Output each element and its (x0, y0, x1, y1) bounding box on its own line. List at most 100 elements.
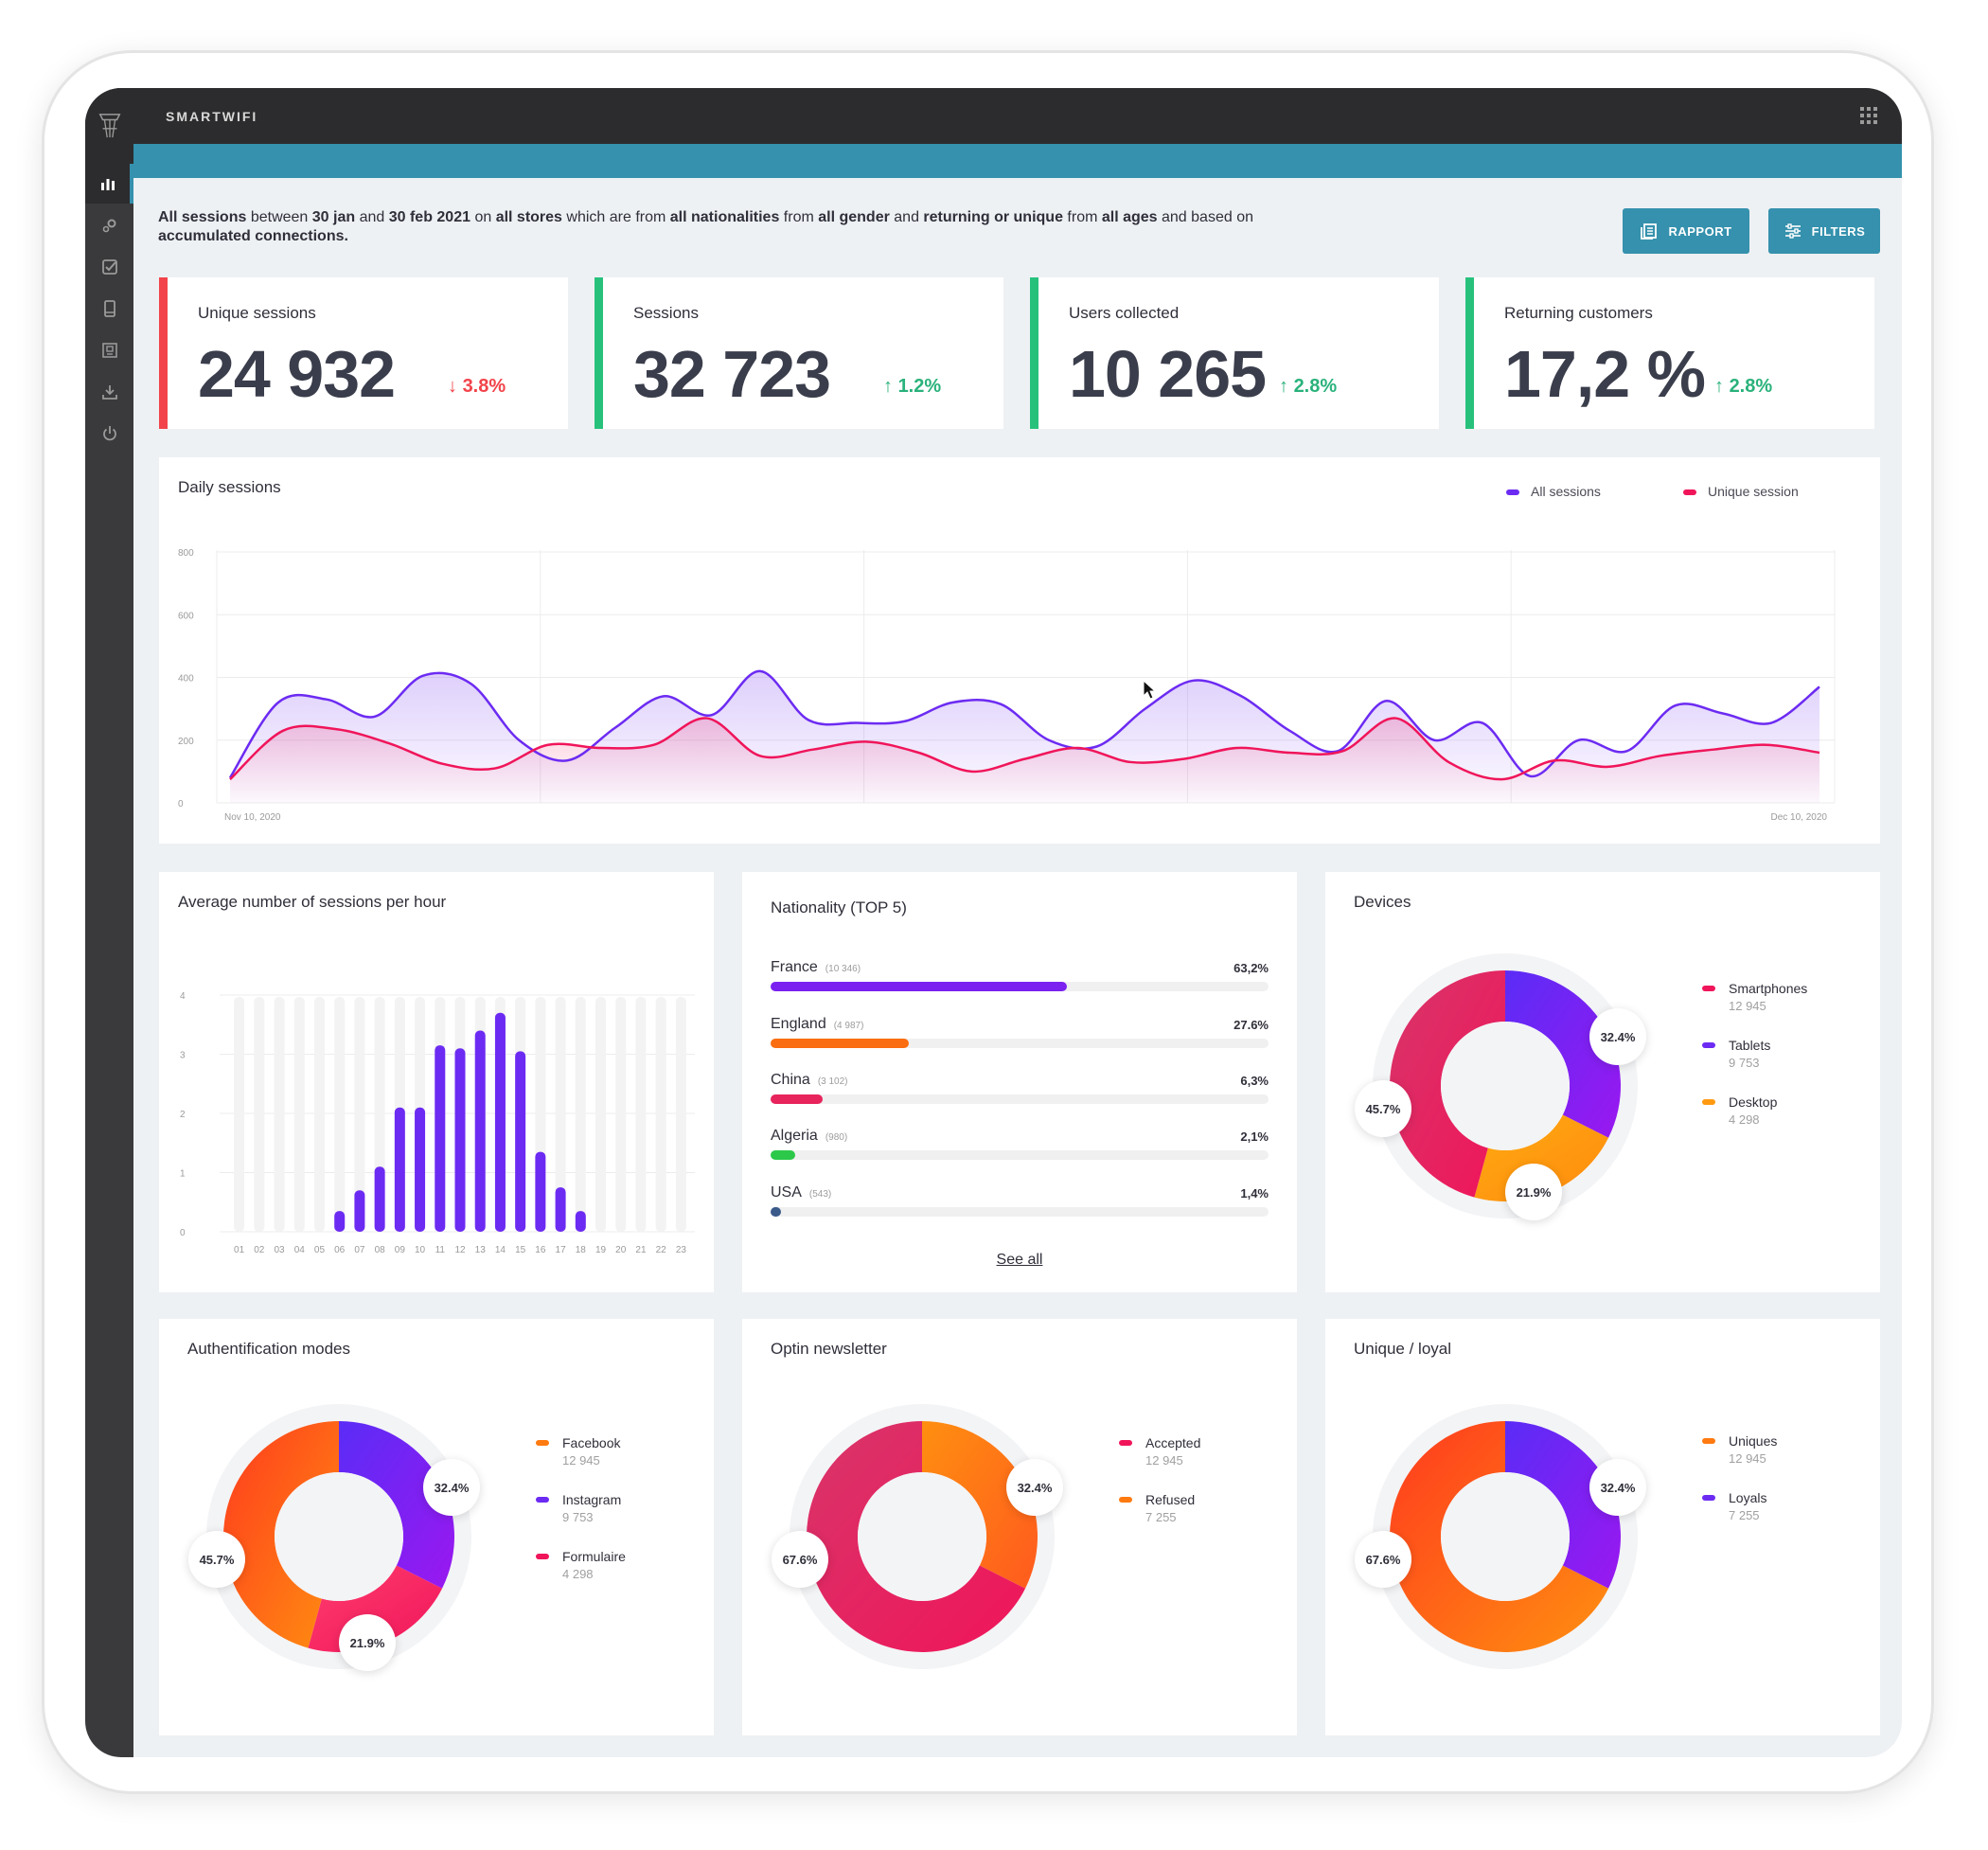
bar-background (575, 997, 586, 1232)
x-tick-label: 15 (515, 1245, 526, 1255)
arrow-up-icon: ↑ (1714, 376, 1724, 397)
legend-item: All sessions (1506, 484, 1601, 499)
donut-slice (1390, 1421, 1609, 1652)
bar (435, 1045, 446, 1232)
bar-background (234, 997, 245, 1232)
legend-item: Unique session (1683, 484, 1799, 499)
legend-swatch (1702, 1099, 1715, 1105)
legend-value: 4 298 (1729, 1112, 1760, 1127)
kpi-value: 10 265 (1069, 337, 1267, 411)
summary-part: 30 jan (311, 209, 356, 225)
x-tick-label: 02 (254, 1245, 265, 1255)
donut-slice (806, 1421, 1026, 1652)
optin-donut-chart[interactable] (780, 1395, 1064, 1679)
nationality-name: USA (771, 1184, 802, 1201)
area-unique-session (230, 718, 1819, 803)
bar (374, 1166, 385, 1232)
nationality-name: France (771, 959, 818, 975)
legend-swatch (536, 1440, 549, 1446)
kpi-card-unique-sessions: Unique sessions 24 932 ↓ 3.8% (159, 277, 568, 429)
report-icon (1641, 223, 1658, 240)
x-tick-label: 04 (294, 1245, 306, 1255)
x-tick-label: 20 (615, 1245, 627, 1255)
legend-value: 7 255 (1145, 1510, 1177, 1524)
nationality-name: England (771, 1016, 826, 1032)
kpi-value: 24 932 (198, 337, 396, 411)
unique-loyal-donut-chart[interactable] (1363, 1395, 1647, 1679)
summary-part: accumulated connections. (158, 228, 348, 244)
logo[interactable] (85, 88, 133, 164)
bar (454, 1048, 466, 1232)
filters-button[interactable]: FILTERS (1768, 208, 1880, 254)
x-tick-label: 13 (475, 1245, 487, 1255)
chart-icon (100, 179, 115, 190)
nationality-bar-track (771, 1207, 1269, 1217)
legend-item: Facebook 12 945 (536, 1434, 626, 1470)
y-tick-label: 800 (178, 548, 194, 559)
kpi-card-users-collected: Users collected 10 265 ↑ 2.8% (1030, 277, 1439, 429)
kpi-delta: ↑ 2.8% (1714, 376, 1772, 398)
bar-background (615, 997, 627, 1232)
bar (494, 1012, 506, 1232)
rapport-button[interactable]: RAPPORT (1623, 208, 1749, 254)
checkbox-icon (101, 259, 117, 275)
sidebar-item-stats[interactable] (85, 164, 133, 204)
card-title: Nationality (TOP 5) (771, 898, 907, 916)
bar-background (595, 997, 607, 1232)
auth-modes-donut-chart[interactable] (197, 1395, 481, 1679)
nationality-pct: 27.6% (1234, 1018, 1269, 1032)
devices-donut-chart[interactable] (1363, 944, 1647, 1228)
summary-part: and based on (1157, 209, 1253, 225)
sidebar-item-logout[interactable] (85, 414, 133, 454)
apps-grid-icon[interactable] (1860, 107, 1877, 124)
donut-hole (1441, 1022, 1570, 1150)
card-title: Devices (1354, 893, 1411, 911)
x-tick-label: Nov 10, 2020 (224, 812, 281, 823)
arrow-up-icon: ↑ (1279, 376, 1288, 397)
bar (555, 1187, 566, 1232)
legend-swatch (1119, 1497, 1132, 1503)
summary-part: between (246, 209, 312, 225)
sidebar-item-settings[interactable] (85, 205, 133, 245)
bar (394, 1107, 405, 1232)
bar-background (354, 997, 365, 1232)
nationality-pct: 6,3% (1240, 1074, 1269, 1088)
sidebar-item-download[interactable] (85, 372, 133, 412)
see-all-link[interactable]: See all (996, 1252, 1043, 1268)
x-tick-label: 07 (354, 1245, 365, 1255)
legend-swatch (1506, 489, 1519, 496)
donut-hole (858, 1472, 986, 1601)
y-tick-label: 0 (178, 799, 184, 809)
nationality-pct: 2,1% (1240, 1130, 1269, 1144)
mouse-cursor-icon (1143, 679, 1157, 700)
summary-part: and (889, 209, 924, 225)
donut-legend: Accepted 12 945 Refused 7 255 (1119, 1434, 1200, 1548)
summary-part: and (355, 209, 389, 225)
card-title: Daily sessions (178, 478, 281, 496)
donut-slice (1390, 970, 1505, 1198)
bar-background (334, 997, 346, 1232)
legend-item: Desktop 4 298 (1702, 1094, 1807, 1130)
sidebar-item-devices[interactable] (85, 289, 133, 329)
sidebar-item-tasks[interactable] (85, 247, 133, 287)
daily-sessions-chart[interactable]: 800 600 400 200 0 Nov 10, 2020 Dec 10, 2020 (159, 457, 1880, 844)
nationality-bar-track (771, 982, 1269, 991)
card-title: Optin newsletter (771, 1340, 887, 1358)
power-icon (102, 426, 116, 441)
legend-item: Accepted 12 945 (1119, 1434, 1200, 1470)
sidebar-item-stores[interactable] (85, 330, 133, 370)
accent-band (133, 144, 1902, 178)
nationality-row: France (10 346) 63,2% (771, 959, 1269, 991)
nationality-pct: 63,2% (1234, 961, 1269, 975)
nationality-row: China (3 102) 6,3% (771, 1072, 1269, 1104)
daily-sessions-card: Daily sessions All sessions Unique sessi… (159, 457, 1880, 844)
line-all-sessions (228, 669, 1820, 779)
nationality-count: (543) (808, 1189, 832, 1200)
legend-label: Facebook (562, 1435, 621, 1450)
app-brand: SMARTWIFI (166, 109, 258, 124)
legend-swatch (1119, 1440, 1132, 1446)
x-tick-label: 10 (415, 1245, 426, 1255)
legend-item: Loyals 7 255 (1702, 1489, 1777, 1525)
legend-item: Tablets 9 753 (1702, 1037, 1807, 1073)
